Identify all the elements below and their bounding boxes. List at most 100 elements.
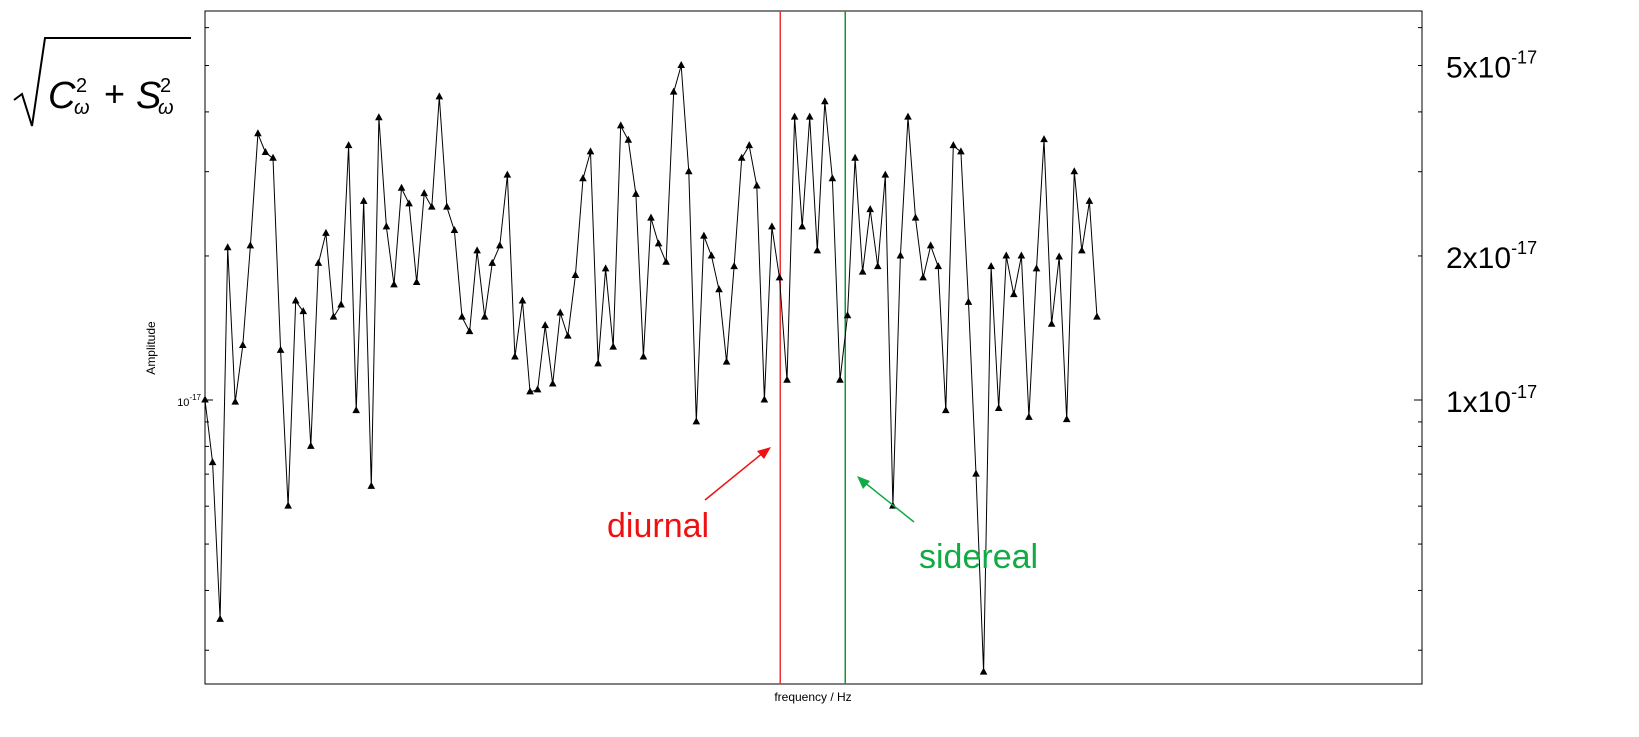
data-point xyxy=(768,222,776,230)
data-point xyxy=(972,469,980,477)
data-point xyxy=(291,296,300,304)
data-point xyxy=(518,296,527,304)
data-point xyxy=(730,262,738,270)
data-point xyxy=(322,228,330,236)
data-point xyxy=(367,481,376,489)
data-point xyxy=(896,251,905,259)
diurnal-label: diurnal xyxy=(607,507,709,545)
data-point xyxy=(450,226,459,234)
data-point xyxy=(1040,135,1048,143)
data-point xyxy=(654,239,663,247)
data-point xyxy=(458,312,466,320)
data-point xyxy=(594,359,602,367)
reference-lines xyxy=(779,11,846,684)
data-point xyxy=(722,357,731,365)
data-point xyxy=(533,385,542,393)
data-point xyxy=(851,153,859,161)
data-point xyxy=(276,345,285,353)
data-point xyxy=(760,395,769,403)
data-point xyxy=(223,243,232,251)
svg-text:C: C xyxy=(48,75,76,117)
diurnal-annotation: diurnal xyxy=(607,447,771,545)
data-point xyxy=(639,352,648,360)
data-point xyxy=(964,297,973,305)
data-point xyxy=(692,417,701,425)
data-point xyxy=(737,153,746,161)
data-point xyxy=(904,112,912,120)
data-point xyxy=(783,375,791,383)
data-point xyxy=(1025,412,1033,420)
data-point xyxy=(836,375,844,383)
data-point xyxy=(503,170,512,178)
data-point xyxy=(1078,246,1086,254)
data-point xyxy=(858,267,867,275)
annotation-5e-17: 5x10-17 xyxy=(1446,48,1537,85)
data-point xyxy=(662,257,670,265)
data-point xyxy=(775,273,784,281)
data-point xyxy=(601,264,610,272)
annotation-2e-17: 2x10-17 xyxy=(1446,238,1537,275)
data-point xyxy=(314,258,323,266)
data-point xyxy=(420,189,429,197)
data-point xyxy=(269,153,277,161)
data-point xyxy=(1047,319,1056,327)
annotation-1e-17: 1x10-17 xyxy=(1446,382,1537,419)
data-point xyxy=(684,167,693,175)
data-point xyxy=(405,199,413,207)
plot-frame xyxy=(204,10,1423,685)
data-point xyxy=(488,258,497,266)
data-point xyxy=(496,241,504,249)
data-point xyxy=(881,170,890,178)
data-point xyxy=(443,202,451,210)
data-point xyxy=(949,141,958,149)
data-point xyxy=(208,458,217,466)
data-point xyxy=(359,196,368,204)
data-point xyxy=(1017,251,1026,259)
data-point xyxy=(375,113,383,121)
data-point xyxy=(616,121,625,129)
data-point xyxy=(677,61,686,69)
data-point xyxy=(579,174,587,182)
sidereal-annotation: sidereal xyxy=(857,476,1038,576)
data-point xyxy=(987,262,995,270)
data-point xyxy=(979,667,988,675)
data-point xyxy=(284,501,292,509)
sidereal-arrow xyxy=(863,481,915,523)
data-point xyxy=(435,92,444,100)
data-point xyxy=(843,311,852,319)
data-point xyxy=(238,340,247,348)
diurnal-arrowhead xyxy=(757,447,771,459)
formula-sin-sub: ω xyxy=(158,97,174,119)
data-point xyxy=(669,87,678,95)
formula-sin-sup: 2 xyxy=(160,75,171,97)
data-point xyxy=(344,141,353,149)
y-tick-exp: -17 xyxy=(189,393,201,402)
data-point xyxy=(556,308,565,316)
data-point xyxy=(745,141,754,149)
data-point xyxy=(246,241,255,249)
formula-cos-term: C xyxy=(48,75,76,117)
data-point xyxy=(254,129,262,137)
data-point xyxy=(715,285,723,293)
data-point xyxy=(1085,196,1094,204)
right-annotations: 5x10-17 2x10-17 1x10-17 xyxy=(1446,48,1537,419)
data-point xyxy=(957,147,965,155)
data-point xyxy=(299,307,308,315)
data-point xyxy=(707,251,716,259)
data-point xyxy=(934,262,943,270)
data-point xyxy=(473,246,481,254)
data-point xyxy=(821,97,829,105)
data-point xyxy=(1002,251,1011,259)
sqrt-radical xyxy=(13,37,191,127)
data-point xyxy=(397,183,406,191)
data-point xyxy=(352,406,360,414)
data-point xyxy=(624,135,633,143)
data-point xyxy=(480,312,489,320)
diurnal-arrow xyxy=(704,451,765,501)
data-point xyxy=(790,112,799,120)
data-point xyxy=(1010,290,1018,298)
data-point xyxy=(216,614,224,622)
data-point xyxy=(541,321,549,329)
formula-sin-term: S xyxy=(136,75,161,117)
